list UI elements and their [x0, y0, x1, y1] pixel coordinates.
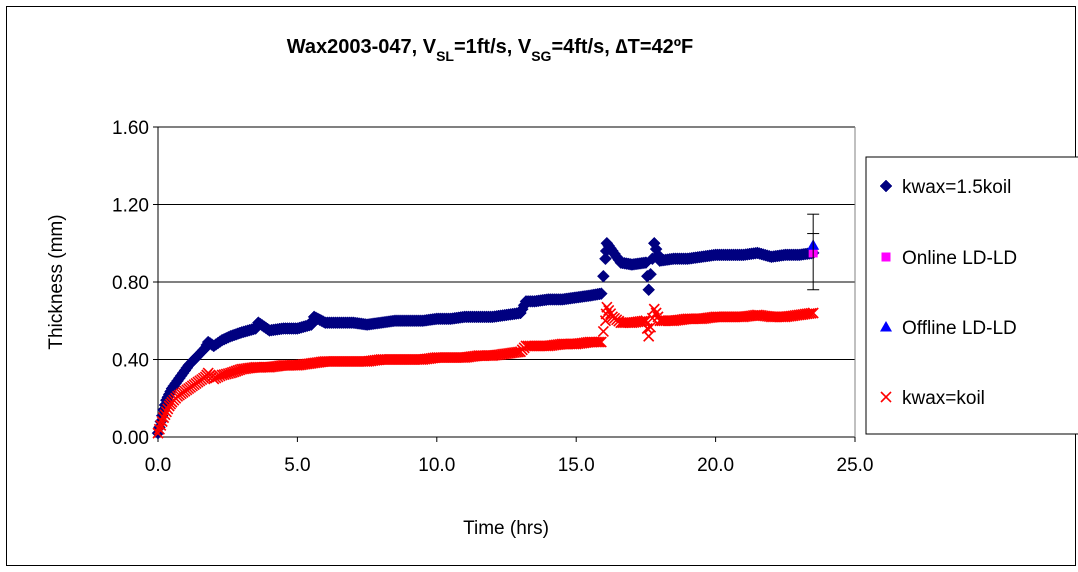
legend-marker	[880, 391, 892, 403]
data-point	[644, 267, 657, 281]
legend-item: Offline LD-LD	[880, 318, 1017, 339]
legend-label: kwax=1.5koil	[902, 177, 1011, 198]
series-x	[152, 301, 819, 439]
data-point	[153, 423, 165, 435]
legend-item: Online LD-LD	[881, 248, 1017, 269]
x-tick-label: 0.0	[145, 455, 171, 476]
data-point	[644, 321, 657, 333]
legend-marker	[879, 179, 893, 193]
data-point	[807, 307, 819, 319]
y-tick-label: 1.20	[112, 196, 149, 217]
data-point	[595, 336, 607, 348]
title-part: =1ft/s, V	[454, 36, 532, 58]
data-point	[805, 307, 817, 319]
x-tick-label: 15.0	[558, 455, 595, 476]
errorbar-layer	[807, 213, 820, 291]
legend-label: kwax=koil	[902, 388, 985, 409]
legend-marker	[880, 321, 892, 332]
data-point	[636, 315, 648, 327]
legend: kwax=1.5koil Online LD-LD Offline LD-LD kwa…	[865, 156, 1078, 435]
y-tick-label: 0.00	[112, 428, 149, 449]
legend-item: kwax=1.5koil	[879, 177, 1011, 198]
data-point	[593, 336, 605, 348]
x-tick-label: 10.0	[418, 455, 455, 476]
y-tick-label: 0.40	[112, 351, 149, 372]
legend-item: kwax=koil	[880, 388, 985, 409]
data-point	[158, 412, 170, 424]
data-point	[156, 415, 168, 428]
x-ticks: 0.0 5.0 10.0 15.0 20.0 25.0	[145, 437, 874, 476]
data-point	[594, 287, 608, 300]
x-tick-label: 5.0	[284, 455, 310, 476]
error-bar	[807, 213, 820, 291]
gridlines	[158, 126, 855, 360]
x-tick-label: 20.0	[697, 455, 734, 476]
data-point	[592, 336, 604, 348]
data-point	[803, 307, 815, 320]
title-part: =4ft/s, ∆T=42ºF	[551, 36, 693, 58]
title-part: Wax2003-047, V	[287, 36, 437, 58]
series-diamond	[151, 236, 820, 440]
x-axis-title: Time (hrs)	[463, 518, 549, 539]
data-point	[159, 409, 171, 421]
data-point	[601, 301, 613, 313]
y-axis-title: Thickness (mm)	[46, 214, 67, 349]
data-point	[597, 325, 609, 337]
legend-box	[865, 156, 1078, 435]
legend-label: Online LD-LD	[902, 248, 1017, 269]
data-point	[643, 330, 655, 342]
data-point	[642, 283, 656, 297]
y-tick-label: 0.80	[112, 273, 149, 294]
data-point	[603, 304, 615, 316]
title-part: SG	[531, 48, 551, 64]
data-point	[160, 406, 172, 418]
data-point	[510, 346, 523, 358]
series-layer	[151, 236, 820, 440]
data-point	[155, 419, 167, 431]
chart-title: Wax2003-047, VSL=1ft/s, VSG=4ft/s, ∆T=42…	[287, 36, 694, 64]
y-ticks: 0.00 0.40 0.80 1.20 1.60	[112, 118, 158, 449]
title-part: SL	[436, 48, 454, 64]
legend-marker	[881, 252, 891, 262]
data-point	[597, 269, 610, 283]
y-tick-label: 1.60	[112, 118, 149, 139]
data-point	[599, 252, 612, 266]
x-tick-label: 25.0	[837, 455, 874, 476]
data-point	[152, 427, 164, 439]
legend-label: Offline LD-LD	[902, 318, 1017, 339]
